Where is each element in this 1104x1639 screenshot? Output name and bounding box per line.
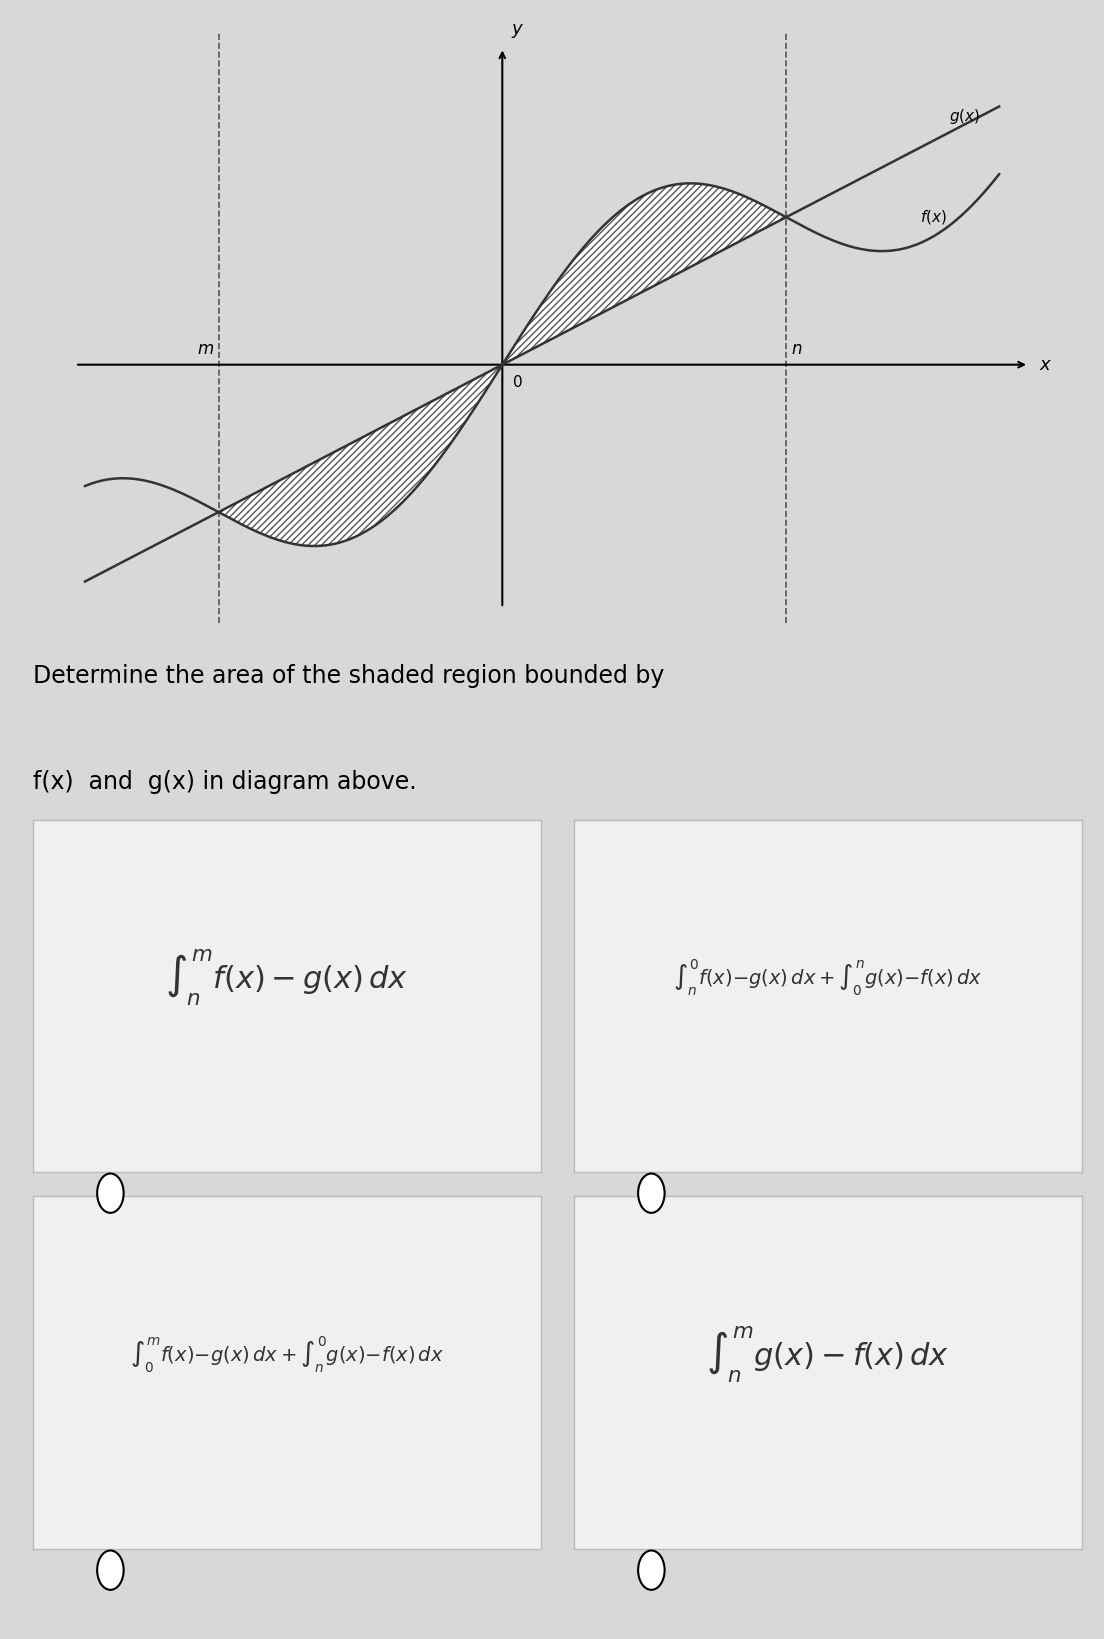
Text: $f(x)$: $f(x)$ bbox=[920, 208, 946, 226]
Text: $g(x)$: $g(x)$ bbox=[949, 107, 980, 126]
Text: $\int_{0}^{m} f(x){-}g(x)\,dx + \int_{n}^{0} g(x){-}f(x)\,dx$: $\int_{0}^{m} f(x){-}g(x)\,dx + \int_{n}… bbox=[130, 1334, 444, 1375]
Text: $y$: $y$ bbox=[510, 23, 524, 39]
Text: Determine the area of the shaded region bounded by: Determine the area of the shaded region … bbox=[33, 664, 665, 688]
Text: $0$: $0$ bbox=[512, 374, 523, 390]
Text: $\int_{n}^{m} g(x)-f(x)\, dx$: $\int_{n}^{m} g(x)-f(x)\, dx$ bbox=[707, 1324, 949, 1385]
Text: f(x)  and  g(x) in diagram above.: f(x) and g(x) in diagram above. bbox=[33, 770, 416, 795]
Text: $\int_{n}^{m} f(x)-g(x)\, dx$: $\int_{n}^{m} f(x)-g(x)\, dx$ bbox=[166, 947, 408, 1008]
Text: $m$: $m$ bbox=[197, 339, 213, 357]
Text: $n$: $n$ bbox=[792, 339, 803, 357]
Text: $x$: $x$ bbox=[1039, 356, 1052, 374]
Text: $\int_{n}^{0} f(x){-}g(x)\,dx + \int_{0}^{n} g(x){-}f(x)\,dx$: $\int_{n}^{0} f(x){-}g(x)\,dx + \int_{0}… bbox=[673, 957, 983, 998]
